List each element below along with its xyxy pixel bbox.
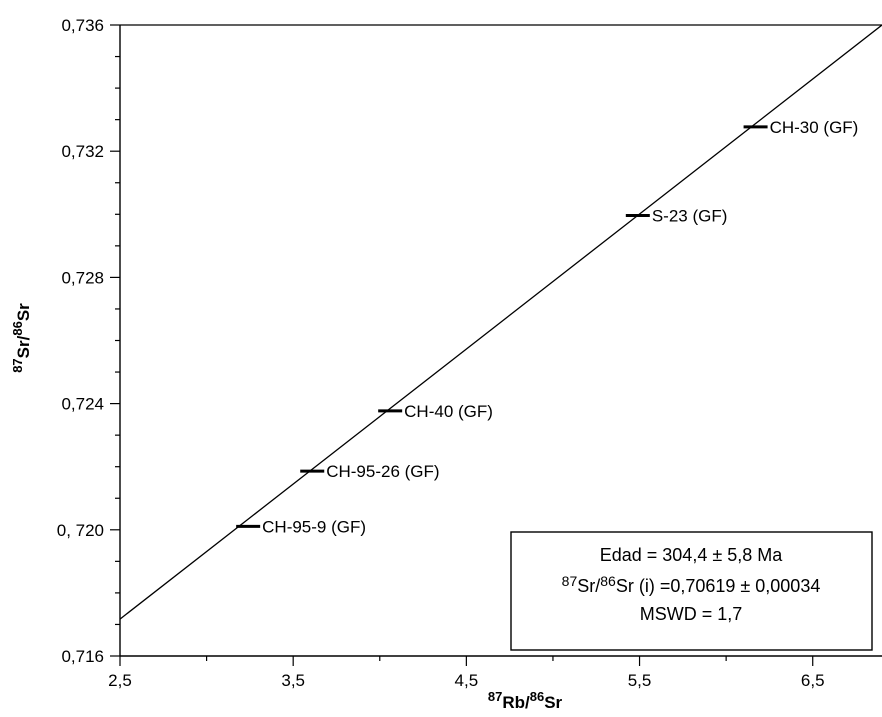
x-axis-title-sup1: 87 [488,689,502,704]
x-tick-label: 6,5 [801,671,825,690]
x-axis-title-sup2: 86 [530,689,544,704]
annotation-ratio-sup1: 87 [562,573,578,589]
x-tick-label: 5,5 [628,671,652,690]
data-point-label: CH-30 (GF) [770,118,859,137]
x-axis-title: 87Rb/86Sr [488,689,563,712]
data-point-label: S-23 (GF) [652,207,728,226]
y-tick-label: 0,724 [61,395,104,414]
annotation-ratio-rest: (i) =0,70619 ± 0,00034 [634,576,821,596]
x-tick-label: 2,5 [108,671,132,690]
data-points: CH-95-9 (GF) CH-95-26 (GF) CH-40 (GF) S-23 … [236,118,858,536]
x-axis-ticks: 2,5 3,5 4,5 5,5 6,5 [108,656,825,690]
data-point-label: CH-40 (GF) [404,402,493,421]
annotation-line-initial-ratio: 87Sr/86Sr (i) =0,70619 ± 0,00034 [562,573,821,596]
y-axis-title-sup2: 86 [10,321,25,335]
x-tick-label: 3,5 [281,671,305,690]
y-tick-label: 0,716 [61,647,104,666]
annotation-box: Edad = 304,4 ± 5,8 Ma 87Sr/86Sr (i) =0,7… [510,531,873,651]
x-axis-title-base1: Rb [502,693,525,712]
annotation-ratio-sep: / [595,576,600,596]
y-axis-title-base2: Sr [14,303,33,321]
x-axis-title-sep: / [525,693,530,712]
annotation-box-border [510,531,873,651]
regression-line [119,24,882,620]
y-tick-label: 0,736 [61,16,104,35]
y-axis-title: 87Sr/86Sr [10,303,33,373]
annotation-ratio-base1: Sr [577,576,595,596]
y-axis-title-base1: Sr [14,340,33,358]
x-tick-label: 4,5 [455,671,479,690]
y-tick-label: 0,728 [61,268,104,287]
data-point-label: CH-95-26 (GF) [326,462,439,481]
data-point-label: CH-95-9 (GF) [262,517,366,536]
y-axis-ticks: 0,716 0, 720 0,724 0,728 0,732 0,736 [57,16,120,666]
y-axis-title-sup1: 87 [10,358,25,372]
y-tick-label: 0, 720 [57,521,104,540]
x-axis-title-base2: Sr [544,693,562,712]
annotation-line-mswd: MSWD = 1,7 [640,604,743,624]
annotation-line-age: Edad = 304,4 ± 5,8 Ma [600,545,783,565]
annotation-ratio-sup2: 86 [600,573,616,589]
y-axis-title-sep: / [14,335,33,340]
annotation-ratio-base2: Sr [616,576,634,596]
regression-line-group [119,24,882,620]
y-tick-label: 0,732 [61,142,104,161]
